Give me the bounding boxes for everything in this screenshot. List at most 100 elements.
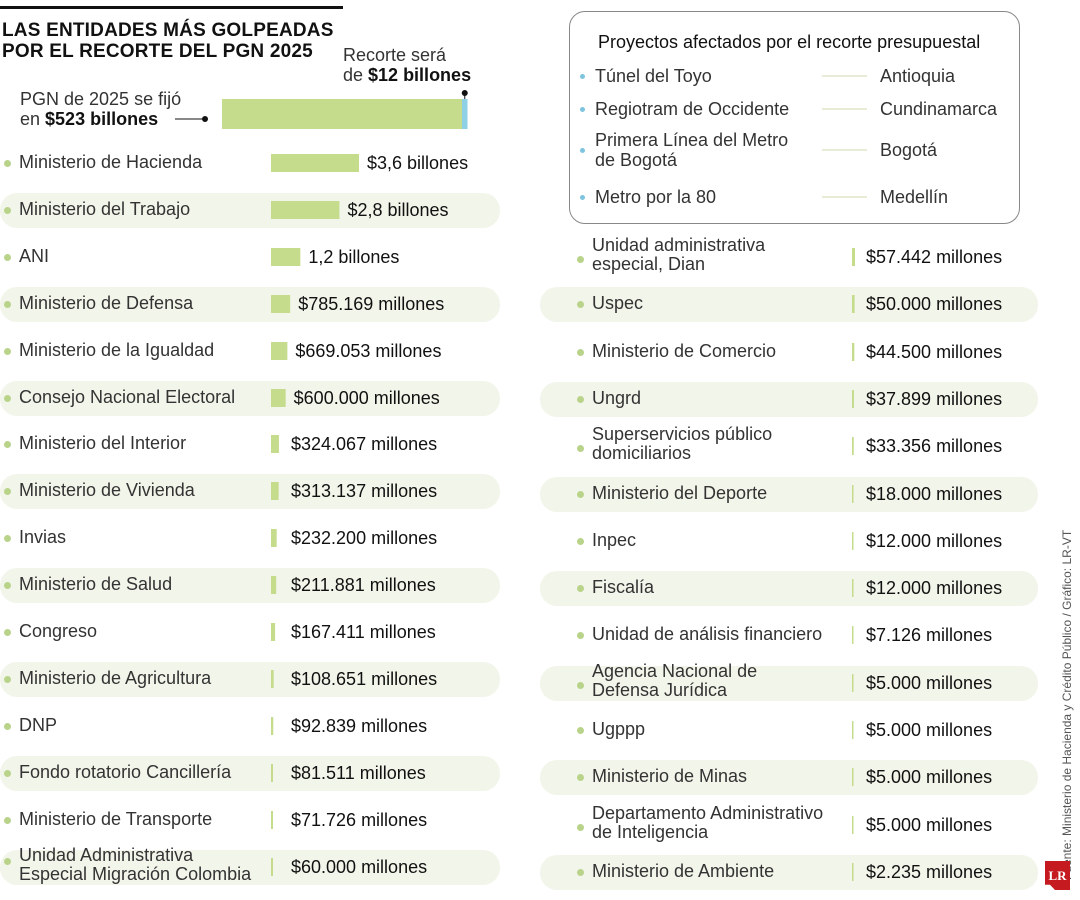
row-band-left	[0, 287, 500, 322]
row-bullet	[4, 582, 11, 589]
row-bullet	[4, 348, 11, 355]
entity-label-left: Fondo rotatorio Cancillería	[19, 763, 231, 782]
bar-left	[271, 154, 359, 172]
value-label-left: $108.651 millones	[291, 669, 438, 689]
bar-right	[852, 674, 854, 692]
row-band-left	[0, 662, 500, 697]
value-label-left: $92.839 millones	[291, 716, 428, 736]
bar-left	[271, 201, 340, 219]
value-label-right: $12.000 millones	[866, 531, 1003, 551]
entity-label-right: Fiscalía	[592, 578, 654, 597]
value-label-left: $3,6 billones	[367, 153, 469, 173]
value-label-left: $167.411 millones	[291, 622, 436, 642]
project-name: Túnel del Toyo	[595, 66, 712, 86]
bar-right	[852, 579, 854, 597]
entity-name: Unidad Administrativa	[19, 845, 194, 865]
project-bullet	[580, 74, 585, 79]
bar-right	[852, 437, 854, 455]
value-label-left: 1,2 billones	[308, 247, 400, 267]
value-label-right: $37.899 millones	[866, 389, 1003, 409]
row-bullet	[577, 445, 584, 452]
entity-name: Congreso	[19, 621, 98, 641]
bar-right	[852, 768, 854, 786]
row-bullet	[4, 160, 11, 167]
entity-name: Ministerio de Agricultura	[19, 668, 212, 688]
bar-right	[852, 721, 854, 739]
bar-left	[271, 576, 277, 594]
value-label-left: $313.137 millones	[291, 481, 438, 501]
bar-left	[271, 342, 288, 360]
row-bullet	[577, 869, 584, 876]
entity-name: Ministerio del Interior	[19, 433, 187, 453]
project-bullet	[580, 195, 585, 200]
row-band-right	[540, 760, 1038, 795]
entity-name: Unidad de análisis financiero	[592, 624, 823, 644]
entity-label-right: Ministerio de Comercio	[592, 342, 776, 361]
row-band-right	[540, 855, 1038, 890]
entity-label-right: Ungrd	[592, 389, 641, 408]
bar-right	[852, 485, 854, 503]
entity-name: Departamento Administrativo	[592, 803, 824, 823]
project-name: Metro por la 80	[595, 187, 717, 207]
value-label-right: $5.000 millones	[866, 815, 993, 835]
bar-left	[271, 295, 291, 313]
project-region: Medellín	[880, 187, 949, 207]
entity-name: Agencia Nacional de	[592, 661, 758, 681]
entity-name-line-2: Defensa Jurídica	[592, 680, 728, 700]
bar-right	[852, 626, 854, 644]
project-region: Bogotá	[880, 140, 938, 160]
row-bullet	[577, 301, 584, 308]
row-bullet	[4, 395, 11, 402]
project-name-line-2: de Bogotá	[595, 150, 678, 170]
entity-label-right: Uspec	[592, 294, 643, 313]
title-line-2: POR EL RECORTE DEL PGN 2025	[2, 41, 313, 62]
project-bullet	[580, 148, 585, 153]
pgn-label-line-2: en $523 billones	[20, 109, 181, 129]
row-bullet	[577, 824, 584, 831]
entity-label-left: Ministerio de Vivienda	[19, 481, 195, 500]
entity-name: Superservicios público	[592, 424, 773, 444]
chart-title: LAS ENTIDADES MÁS GOLPEADAS POR EL RECOR…	[2, 20, 347, 62]
bar-left	[271, 248, 301, 266]
value-label-right: $5.000 millones	[866, 673, 993, 693]
recorte-bar	[462, 99, 468, 129]
row-bullet	[4, 488, 11, 495]
entity-label-right: Inpec	[592, 531, 636, 550]
bar-right	[852, 532, 854, 550]
row-bullet	[4, 254, 11, 261]
row-bullet	[4, 676, 11, 683]
entity-label-right: Ministerio de Ambiente	[592, 862, 774, 881]
bar-left	[271, 389, 286, 407]
pgn-leader-dot	[202, 116, 208, 122]
entity-name-line-2: Especial Migración Colombia	[19, 864, 252, 884]
row-band-right	[540, 477, 1038, 512]
pgn-value: $523 billones	[45, 109, 159, 129]
entity-label-left: Unidad Administrativa Especial Migración …	[19, 846, 251, 884]
row-bullet	[577, 491, 584, 498]
entity-label-left: ANI	[19, 247, 49, 266]
bar-left	[271, 529, 277, 547]
entity-name: Ministerio de Hacienda	[19, 152, 203, 172]
bar-right	[852, 863, 854, 881]
value-label-left: $81.511 millones	[291, 763, 426, 783]
title-line-1: LAS ENTIDADES MÁS GOLPEADAS	[2, 20, 334, 41]
entity-name: ANI	[19, 246, 50, 266]
recorte-label: Recorte será de $12 billones	[343, 45, 471, 85]
project-region: Antioquia	[880, 66, 956, 86]
entity-label-left: Ministerio de la Igualdad	[19, 341, 214, 360]
entity-name: Inpec	[592, 530, 637, 550]
row-bullet	[4, 441, 11, 448]
entity-label-left: Ministerio de Defensa	[19, 294, 193, 313]
row-bullet	[577, 727, 584, 734]
row-bullet	[4, 535, 11, 542]
row-bullet	[577, 682, 584, 689]
entity-label-left: Congreso	[19, 622, 97, 641]
entity-name: Ministerio de Minas	[592, 766, 748, 786]
entity-label-right: Agencia Nacional de Defensa Jurídica	[592, 662, 757, 700]
bar-right	[852, 343, 855, 361]
row-band-right	[540, 382, 1038, 417]
row-bullet	[577, 774, 584, 781]
value-label-left: $785.169 millones	[298, 294, 445, 314]
entity-name: Ministerio del Trabajo	[19, 199, 191, 219]
bar-left	[271, 764, 273, 782]
